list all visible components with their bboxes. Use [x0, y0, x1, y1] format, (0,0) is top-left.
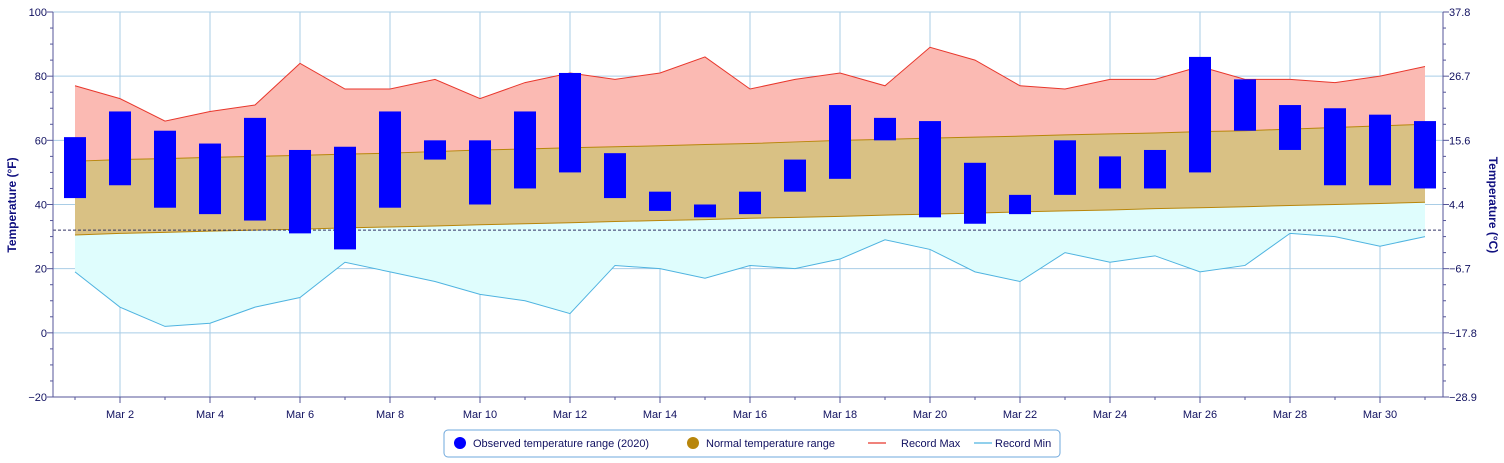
legend-item-observed[interactable]: Observed temperature range (2020)	[454, 437, 649, 450]
x-tick-label: Mar 16	[733, 409, 767, 421]
y-left-tick-label: −20	[28, 392, 47, 404]
observed-bar	[514, 111, 536, 189]
y-right-tick-label: −6.7	[1449, 264, 1471, 276]
observed-bar	[1054, 140, 1076, 195]
record-min-line	[74, 232, 1426, 327]
x-tick-label: Mar 18	[823, 409, 857, 421]
observed-bar	[1234, 79, 1256, 131]
observed-bar	[874, 117, 896, 141]
x-tick-label: Mar 14	[643, 409, 677, 421]
legend-box	[443, 429, 1061, 458]
y-axis-left-label: Temperature (°F)	[5, 157, 19, 252]
x-tick-label: Mar 4	[196, 409, 224, 421]
observed-bar	[379, 111, 401, 208]
observed-bar	[784, 159, 806, 192]
y-left-tick-label: 80	[35, 71, 47, 83]
observed-bar	[469, 140, 491, 205]
x-tick-label: Mar 10	[463, 409, 497, 421]
x-tick-label: Mar 6	[286, 409, 314, 421]
observed-bar	[604, 153, 626, 199]
legend-item-record-max[interactable]: Record Max	[868, 438, 961, 450]
observed-bar	[919, 121, 941, 218]
observed-bar	[1414, 121, 1436, 189]
y-right-tick-label: −28.9	[1449, 392, 1477, 404]
x-tick-label: Mar 26	[1183, 409, 1217, 421]
observed-bar	[559, 72, 581, 173]
observed-bar	[109, 111, 131, 186]
y-right-tick-label: 26.7	[1449, 71, 1470, 83]
observed-bar	[649, 191, 671, 211]
y-right-tick-label: 4.4	[1449, 200, 1464, 212]
legend: Observed temperature range (2020) Normal…	[443, 429, 1061, 458]
x-tick-label: Mar 22	[1003, 409, 1037, 421]
observed-bar	[1279, 105, 1301, 150]
x-tick-label: Mar 24	[1093, 409, 1127, 421]
observed-bar	[154, 130, 176, 208]
legend-normal-swatch	[687, 437, 699, 449]
y-left-tick-label: 20	[35, 264, 47, 276]
legend-normal-label: Normal temperature range	[706, 438, 835, 450]
observed-bar	[1099, 156, 1121, 189]
x-tick-label: Mar 28	[1273, 409, 1307, 421]
observed-bar	[694, 204, 716, 218]
observed-bar	[739, 191, 761, 215]
observed-bar	[1369, 114, 1391, 186]
x-tick-label: Mar 8	[376, 409, 404, 421]
observed-bar	[1144, 149, 1166, 189]
axes: 100 80 60 40 20 0 −20 37.8 26.7 15.6 4.4 −6.7 −17.8 −…	[28, 7, 1477, 421]
record-min-area	[75, 202, 1425, 327]
y-axis-right-label: Temperature (°C)	[1486, 157, 1500, 254]
legend-record-min-label: Record Min	[995, 438, 1051, 450]
legend-observed-label: Observed temperature range (2020)	[473, 438, 649, 450]
legend-observed-swatch	[454, 437, 466, 449]
legend-item-normal[interactable]: Normal temperature range	[687, 437, 835, 450]
observed-bar	[1189, 56, 1211, 173]
legend-item-record-min[interactable]: Record Min	[974, 438, 1051, 450]
observed-bar	[1009, 194, 1031, 215]
x-tick-label: Mar 2	[106, 409, 134, 421]
y-left-tick-label: 40	[35, 200, 47, 212]
y-left-tick-label: 0	[41, 328, 47, 340]
normal-range-area	[75, 124, 1425, 235]
y-right-tick-label: −17.8	[1449, 328, 1477, 340]
x-tick-label: Mar 20	[913, 409, 947, 421]
observed-bar	[1324, 108, 1346, 186]
x-tick-label: Mar 12	[553, 409, 587, 421]
y-right-tick-label: 15.6	[1449, 135, 1470, 147]
record-max-area	[75, 47, 1425, 162]
y-left-tick-label: 100	[29, 7, 47, 19]
observed-bar	[964, 162, 986, 224]
y-right-tick-label: 37.8	[1449, 7, 1470, 19]
observed-bar	[424, 140, 446, 160]
observed-bar	[199, 143, 221, 215]
observed-bar	[829, 105, 851, 179]
observed-bars	[64, 56, 1436, 250]
y-left-tick-label: 60	[35, 135, 47, 147]
observed-bar	[289, 149, 311, 234]
observed-bar	[64, 137, 86, 199]
legend-record-max-label: Record Max	[901, 438, 961, 450]
observed-bar	[334, 146, 356, 250]
observed-bar	[244, 117, 266, 221]
area-layer	[53, 46, 1443, 327]
x-tick-label: Mar 30	[1363, 409, 1397, 421]
